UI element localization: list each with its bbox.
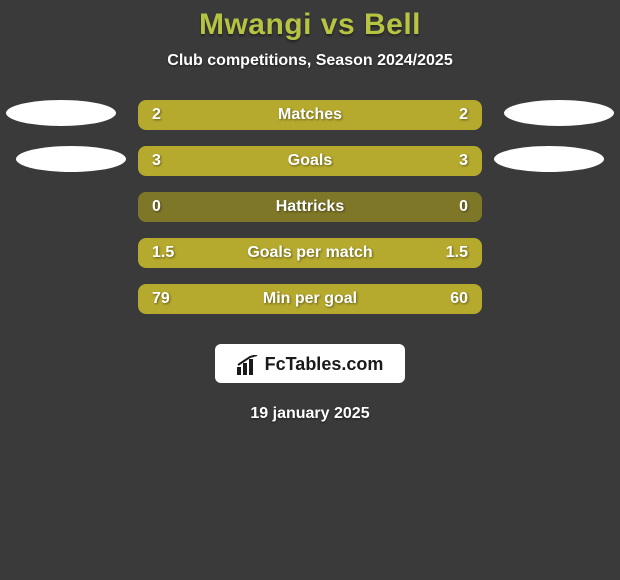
brand-box[interactable]: FcTables.com: [215, 344, 406, 383]
subtitle: Club competitions, Season 2024/2025: [167, 52, 452, 70]
decoration-oval-right-2: [494, 146, 604, 172]
stat-value-b: 60: [450, 290, 468, 308]
stat-value-b: 0: [459, 198, 468, 216]
title: Mwangi vs Bell: [199, 8, 421, 42]
decoration-oval-left-2: [16, 146, 126, 172]
stat-label: Min per goal: [138, 290, 482, 308]
stat-value-b: 1.5: [446, 244, 468, 262]
stat-row: 0Hattricks0: [138, 192, 482, 222]
decoration-oval-right-1: [504, 100, 614, 126]
comparison-card: Mwangi vs Bell Club competitions, Season…: [0, 0, 620, 580]
player-b-name: Bell: [364, 8, 421, 41]
decoration-oval-left-1: [6, 100, 116, 126]
stat-row: 1.5Goals per match1.5: [138, 238, 482, 268]
stat-row: 79Min per goal60: [138, 284, 482, 314]
stats-container: 2Matches2 3Goals3 0Hattricks0 1.5Goals per …: [0, 100, 620, 330]
stat-row: 2Matches2: [138, 100, 482, 130]
player-a-name: Mwangi: [199, 8, 312, 41]
stat-label: Goals per match: [138, 244, 482, 262]
date-text: 19 january 2025: [250, 405, 369, 423]
stat-label: Goals: [138, 152, 482, 170]
brand-text: FcTables.com: [265, 354, 384, 375]
stat-label: Matches: [138, 106, 482, 124]
stat-value-b: 3: [459, 152, 468, 170]
stat-row: 3Goals3: [138, 146, 482, 176]
title-vs: vs: [312, 8, 364, 41]
stat-value-b: 2: [459, 106, 468, 124]
stat-label: Hattricks: [138, 198, 482, 216]
brand-chart-icon: [237, 355, 259, 375]
